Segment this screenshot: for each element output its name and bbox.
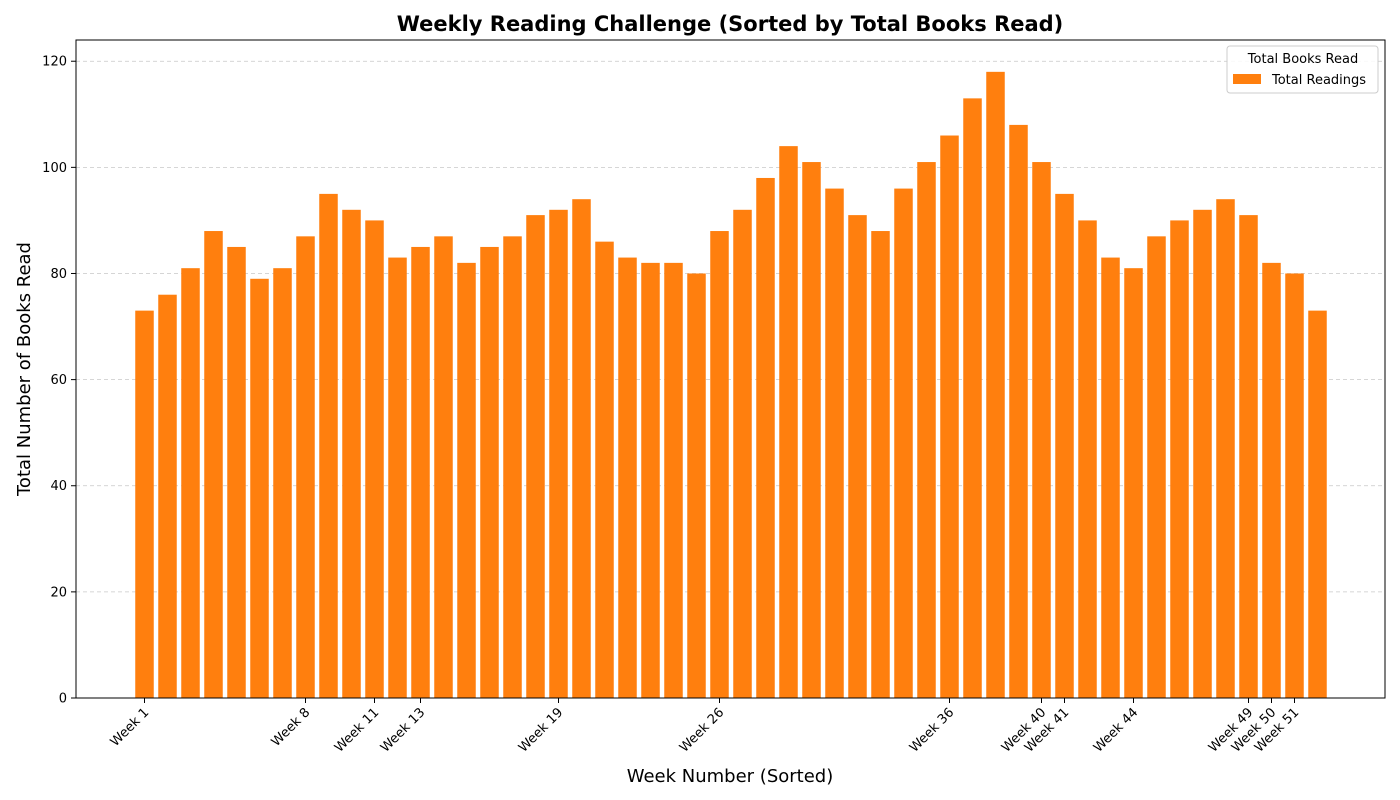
bar-30 [802,162,821,698]
plot-frame [75,39,1386,699]
bar-18 [526,215,545,698]
bar-4 [204,231,223,698]
bar-43 [1101,257,1120,698]
bar-9 [319,193,338,699]
y-axis-ticks: 0 20 40 60 80 100 120 [42,55,76,707]
bar-17 [503,236,522,698]
bar-28 [756,177,775,698]
bar-48 [1216,199,1235,698]
bar-52 [1308,310,1327,698]
bar-42 [1078,220,1097,698]
gridlines [76,60,1385,593]
bar-6 [250,278,269,698]
bar-29 [779,146,798,698]
bar-35 [917,162,936,698]
bar-41 [1055,193,1074,699]
x-tick-label-7: Week 8 [269,705,314,750]
y-tick-label-60: 60 [50,373,67,388]
x-tick-label-10: Week 11 [332,705,382,755]
bar-13 [411,246,430,699]
x-axis-label: Week Number (Sorted) [627,766,834,787]
bar-46 [1170,220,1189,698]
bar-11 [365,220,384,698]
bar-7 [273,268,292,698]
bar-36 [940,135,959,699]
bar-33 [871,231,890,698]
chart-title: Weekly Reading Challenge (Sorted by Tota… [397,12,1064,36]
bar-12 [388,257,407,698]
legend-title: Total Books Read [1247,52,1358,67]
y-tick-label-40: 40 [50,479,67,494]
x-tick-label-12: Week 13 [378,705,428,755]
bar-20 [572,199,591,698]
bar-31 [825,188,844,699]
y-tick-label-20: 20 [50,585,67,600]
bar-22 [618,257,637,698]
bar-23 [641,262,660,698]
y-tick-label-120: 120 [42,55,67,70]
legend-box [1226,45,1379,94]
bar-40 [1032,162,1051,698]
x-tick-label-25: Week 26 [677,705,727,755]
bar-44 [1124,268,1143,698]
bar-2 [158,294,177,698]
bar-32 [848,215,867,698]
bar-1 [135,310,154,698]
y-tick-label-100: 100 [42,161,67,176]
legend-swatch [1233,74,1261,84]
bar-15 [457,262,476,698]
bar-49 [1239,215,1258,698]
bar-10 [342,209,361,698]
y-axis-label: Total Number of Books Read [14,242,35,497]
bar-26 [710,231,729,698]
x-tick-label-35: Week 36 [907,705,957,755]
bar-37 [963,98,982,698]
bar-21 [595,241,614,699]
x-tick-label-43: Week 44 [1091,705,1141,755]
bar-19 [549,209,568,698]
bar-45 [1147,236,1166,698]
bars [135,71,1327,699]
bar-24 [664,262,683,698]
bar-50 [1262,262,1281,698]
bar-25 [687,273,706,698]
bar-14 [434,236,453,698]
y-tick-label-80: 80 [50,267,67,282]
bar-39 [1009,124,1028,699]
bar-47 [1193,209,1212,698]
bar-8 [296,236,315,698]
y-tick-label-0: 0 [59,692,67,707]
bar-51 [1285,273,1304,698]
bar-16 [480,246,499,699]
bar-3 [181,268,200,698]
x-tick-label-0: Week 1 [108,705,153,750]
bar-5 [227,246,246,699]
legend: Total Books Read Total Readings [1226,45,1379,94]
legend-entry-total-readings: Total Readings [1271,73,1366,88]
bar-38 [986,71,1005,699]
bar-34 [894,188,913,699]
x-tick-label-18: Week 19 [516,705,566,755]
bar-27 [733,209,752,698]
